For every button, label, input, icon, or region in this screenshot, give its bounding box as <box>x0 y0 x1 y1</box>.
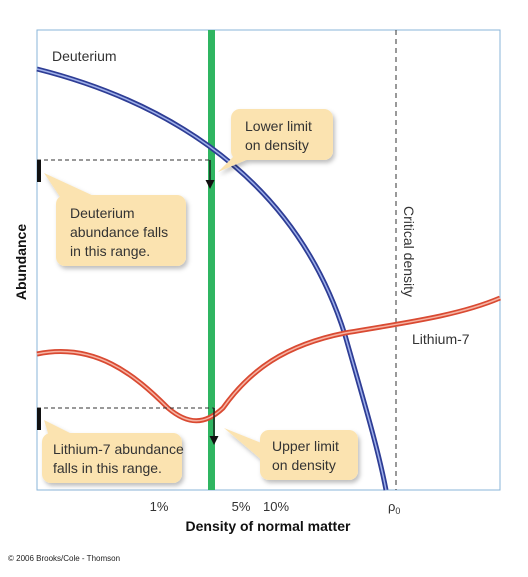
lithium-range-line-1: Lithium-7 abundance <box>53 441 184 457</box>
lithium-range-callout <box>42 420 182 483</box>
lower-limit-line-2: on density <box>245 137 309 153</box>
density-band <box>208 30 215 490</box>
x-axis-title: Density of normal matter <box>186 518 351 534</box>
x-tick-10pct: 10% <box>263 499 289 514</box>
critical-density-label: Critical density <box>401 206 417 297</box>
lithium-range-line-2: falls in this range. <box>53 460 162 476</box>
y-axis-title: Abundance <box>13 224 29 300</box>
x-tick-1pct: 1% <box>150 499 169 514</box>
deuterium-range-bar <box>37 160 41 182</box>
deuterium-range-callout <box>44 173 186 266</box>
deuterium-label: Deuterium <box>52 48 117 64</box>
upper-limit-line-1: Upper limit <box>272 438 339 454</box>
lower-limit-line-1: Lower limit <box>245 118 312 134</box>
deuterium-range-line-2: abundance falls <box>70 224 168 240</box>
x-tick-rho0: ρ0 <box>388 499 400 516</box>
rho-symbol: ρ <box>388 499 395 514</box>
deuterium-range-line-1: Deuterium <box>70 205 135 221</box>
copyright-credit: © 2006 Brooks/Cole - Thomson <box>8 554 120 563</box>
upper-limit-line-2: on density <box>272 457 336 473</box>
deuterium-range-line-3: in this range. <box>70 243 150 259</box>
lithium-label: Lithium-7 <box>412 331 470 347</box>
upper-limit-callout <box>224 428 358 480</box>
lower-limit-callout <box>218 109 333 172</box>
lithium-range-bar <box>37 408 41 430</box>
deuterium-curve-highlight <box>36 68 387 491</box>
rho-subscript: 0 <box>395 506 400 516</box>
lithium-arrow-head <box>209 436 219 445</box>
deuterium-arrow-head <box>205 180 215 189</box>
lithium-curve-highlight <box>36 297 501 422</box>
x-tick-5pct: 5% <box>232 499 251 514</box>
